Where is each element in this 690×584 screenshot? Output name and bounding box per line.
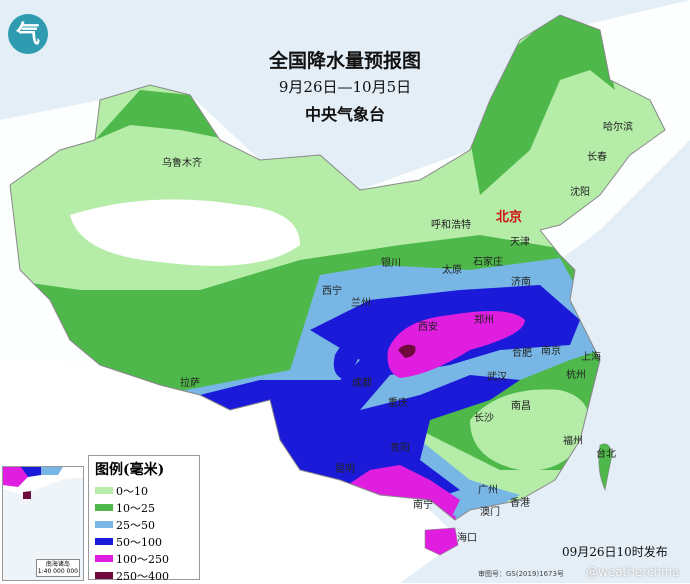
legend-item: 10～25 [95,499,193,516]
map-approval-number: 审图号：GS(2019)1673号 [478,570,564,578]
city-label: 广州 [478,485,498,496]
legend-label: 25～50 [116,518,155,532]
agency-name: 中央气象台 [304,105,385,124]
city-label: 昆明 [335,464,355,475]
forecast-period: 9月26日—10月5日 [278,78,412,96]
city-label: 济南 [511,277,531,288]
city-label: 南昌 [511,401,531,412]
taiwan [598,443,613,491]
legend-swatch [95,538,113,545]
legend-swatch [95,572,113,579]
city-label: 哈尔滨 [603,122,633,133]
legend-swatch [95,555,113,562]
city-label: 南京 [541,346,561,357]
city-label: 贵阳 [390,443,410,454]
city-label-capital: 北京 [496,210,523,225]
city-label: 西安 [418,322,438,333]
city-label: 南宁 [413,500,433,511]
city-label: 天津 [510,237,530,248]
legend-label: 50～100 [116,535,162,549]
city-label: 武汉 [487,372,507,383]
legend-swatch [95,504,113,511]
legend-item: 0～10 [95,482,193,499]
map-title: 全国降水量预报图 [268,50,421,72]
legend-label: 250～400 [116,569,169,583]
legend-swatch [95,487,113,494]
city-label: 拉萨 [180,378,200,389]
zone-250-400 [398,344,416,358]
legend-item: 25～50 [95,516,193,533]
legend-item: 250～400 [95,567,193,584]
city-label: 海口 [457,533,477,544]
legend-label: 10～25 [116,501,155,515]
hainan [424,527,459,556]
city-label: 太原 [442,265,462,276]
city-label: 西宁 [322,286,342,297]
city-label: 重庆 [388,398,408,409]
city-label: 长沙 [474,413,494,424]
legend-item: 100～250 [95,550,193,567]
inset-map [3,467,83,499]
city-label: 兰州 [351,298,371,309]
weibo-watermark: @weatherchina [586,565,680,579]
zone-100-250 [340,311,525,520]
city-label: 杭州 [566,370,586,381]
inset-scale: 1:40 000 000 [37,568,78,575]
legend-title: 图例(毫米) [95,462,165,478]
legend: 图例(毫米) 0～10 10～25 25～50 50～100 100～250 2… [88,455,200,583]
south-china-sea-inset: 南海诸岛 1:40 000 000 [2,466,84,581]
legend-swatch [95,521,113,528]
zone-0-10-southeast [470,389,590,471]
city-label: 沈阳 [570,187,590,198]
city-label: 合肥 [512,348,532,359]
cma-logo: 气 [8,14,48,54]
legend-item: 50～100 [95,533,193,550]
inset-scale-box: 南海诸岛 1:40 000 000 [35,559,80,577]
city-label: 乌鲁木齐 [162,158,202,169]
legend-items: 0～10 10～25 25～50 50～100 100～250 250～400 [95,482,193,584]
city-label: 福州 [563,436,583,447]
city-label: 石家庄 [473,257,503,268]
inset-caption: 南海诸岛 [45,561,70,568]
publish-time: 09月26日10时发布 [562,545,668,559]
city-label: 长春 [587,152,607,163]
city-label: 澳门 [480,507,500,518]
city-label: 香港 [510,498,530,509]
city-label: 成都 [352,378,372,389]
city-label: 台北 [596,449,616,460]
city-label: 上海 [581,352,601,363]
city-label: 银川 [381,258,401,269]
city-label: 呼和浩特 [431,220,471,231]
legend-label: 100～250 [116,552,169,566]
legend-label: 0～10 [116,484,148,498]
zone-white-dry [70,199,300,266]
city-label: 郑州 [474,315,494,326]
